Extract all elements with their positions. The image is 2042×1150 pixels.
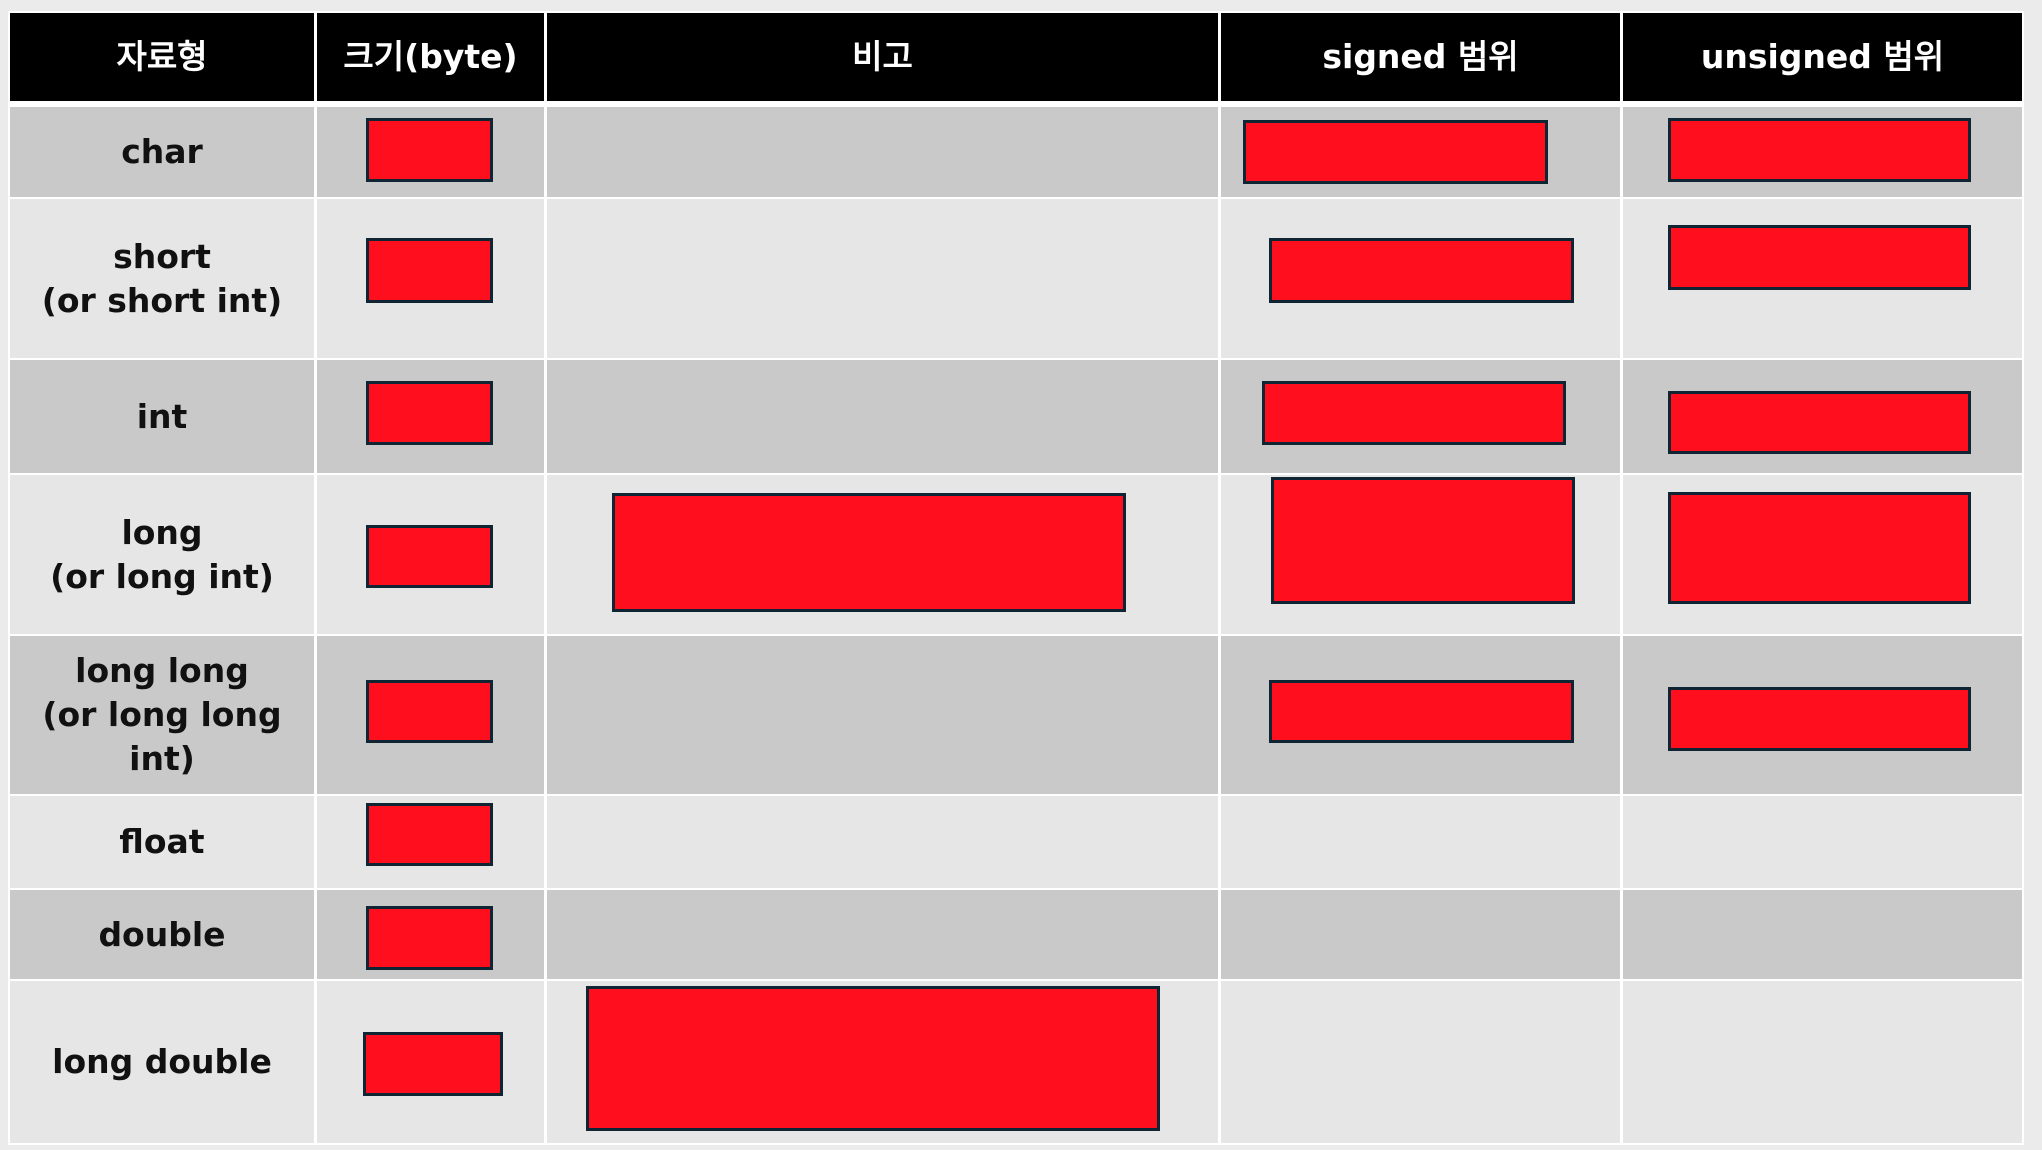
redacted-box (1668, 225, 1971, 290)
type-label: int (136, 396, 188, 436)
note-cell (547, 636, 1218, 794)
redacted-box (366, 803, 493, 866)
redacted-box (366, 381, 493, 445)
redacted-box (1668, 687, 1971, 751)
note-cell (547, 796, 1218, 888)
unsigned-range-cell (1623, 981, 2022, 1143)
type-label: float (119, 822, 205, 861)
redacted-box (586, 986, 1160, 1131)
type-cell: long long (or long long int) (10, 636, 314, 794)
redacted-box (363, 1032, 503, 1096)
redacted-box (366, 906, 493, 970)
header-unsigned-range: unsigned 범위 (1623, 13, 2022, 101)
signed-range-cell (1221, 890, 1620, 979)
type-cell: short (or short int) (10, 199, 314, 358)
type-cell: float (10, 796, 314, 888)
type-label: long double (52, 1042, 272, 1081)
type-cell: int (10, 360, 314, 473)
unsigned-range-cell (1623, 796, 2022, 888)
type-label: (or long long int) (42, 695, 282, 778)
signed-range-cell (1221, 981, 1620, 1143)
redacted-box (1668, 391, 1971, 454)
redacted-box (1243, 120, 1548, 184)
redacted-box (1269, 238, 1574, 303)
redacted-box (1262, 381, 1566, 445)
redacted-box (612, 493, 1126, 612)
header-signed-range: signed 범위 (1221, 13, 1620, 101)
type-label: (or short int) (41, 280, 283, 320)
type-cell: long (or long int) (10, 475, 314, 634)
note-cell (547, 360, 1218, 473)
header-note: 비고 (547, 13, 1218, 101)
type-cell: long double (10, 981, 314, 1143)
redacted-box (366, 525, 493, 588)
redacted-box (366, 118, 493, 182)
note-cell (547, 199, 1218, 358)
type-label: short (113, 236, 211, 276)
redacted-box (1271, 477, 1575, 604)
type-cell: char (10, 107, 314, 197)
redacted-box (366, 680, 493, 743)
type-label: double (98, 914, 226, 954)
type-label: long long (75, 651, 249, 690)
type-label: (or long int) (50, 556, 274, 596)
type-cell: double (10, 890, 314, 979)
signed-range-cell (1221, 796, 1620, 888)
redacted-box (366, 238, 493, 303)
note-cell (547, 107, 1218, 197)
redacted-box (1668, 118, 1971, 182)
unsigned-range-cell (1623, 890, 2022, 979)
redacted-box (1668, 492, 1971, 604)
note-cell (547, 890, 1218, 979)
redacted-box (1269, 680, 1574, 743)
type-label: long (121, 512, 203, 552)
type-label: char (121, 132, 203, 171)
header-size: 크기(byte) (317, 13, 544, 101)
header-type: 자료형 (10, 13, 314, 101)
